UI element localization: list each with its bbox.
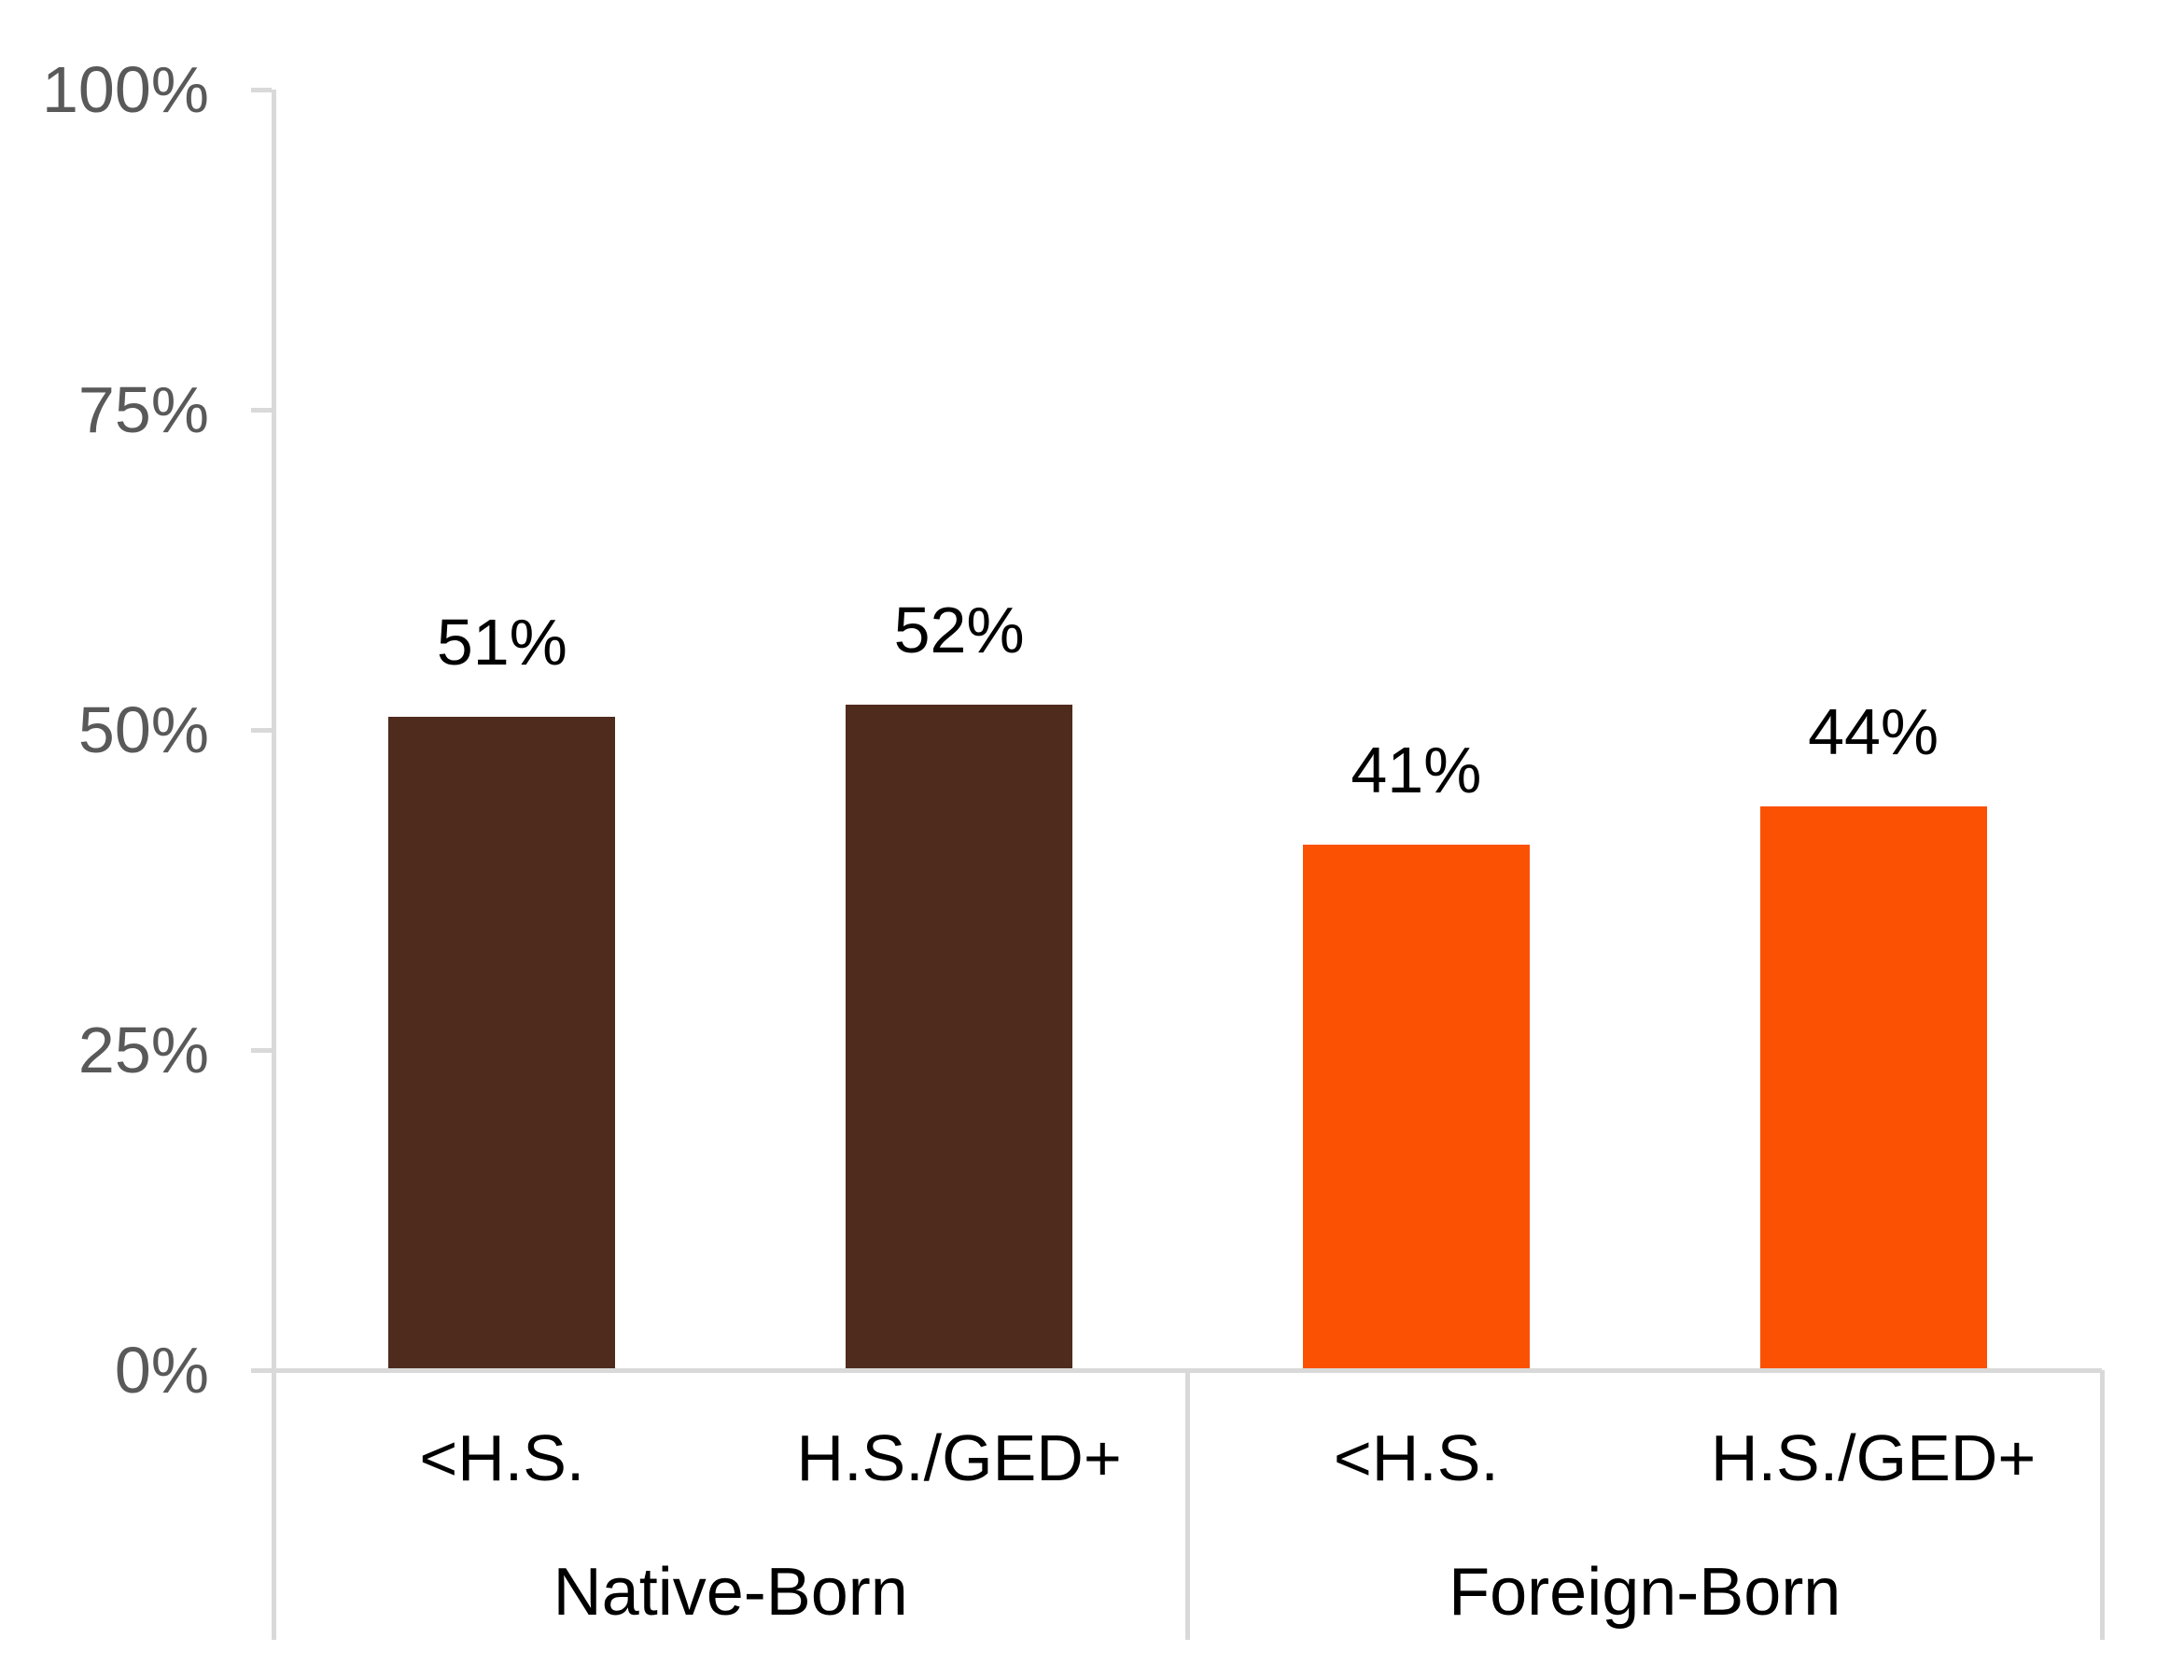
bar-foreign-born-less-hs (1302, 845, 1530, 1370)
category-divider-line (1185, 1370, 1190, 1640)
bar-native-born-less-hs (388, 717, 616, 1370)
x-axis-category-label: H.S./GED+ (796, 1421, 1122, 1494)
x-axis-category-label: H.S./GED+ (1711, 1421, 2037, 1494)
bar-data-label: 51% (436, 606, 567, 679)
bar-data-label: 41% (1351, 734, 1482, 807)
y-axis-tick (250, 407, 272, 413)
category-divider-line (2099, 1370, 2105, 1640)
y-axis-tick-label: 25% (77, 1014, 209, 1086)
y-axis-line (271, 90, 276, 1640)
y-axis-tick-label: 0% (114, 1334, 209, 1407)
y-axis-tick (250, 87, 272, 92)
y-axis-tick-label: 50% (77, 693, 209, 766)
x-axis-category-label: <H.S. (419, 1421, 585, 1494)
bar-native-born-hs-ged (846, 704, 1073, 1370)
bar-foreign-born-hs-ged (1759, 806, 1987, 1370)
y-axis-tick (250, 727, 272, 733)
x-axis-group-label: Native-Born (553, 1555, 908, 1630)
y-axis-tick-label: 100% (41, 53, 209, 126)
x-axis-line (250, 1367, 2102, 1373)
bar-data-label: 52% (893, 593, 1025, 666)
y-axis-tick (250, 1047, 272, 1053)
x-axis-category-label: <H.S. (1333, 1421, 1499, 1494)
y-axis-tick-label: 75% (77, 373, 209, 446)
x-axis-group-label: Foreign-Born (1449, 1555, 1841, 1630)
bar-data-label: 44% (1808, 695, 1939, 769)
